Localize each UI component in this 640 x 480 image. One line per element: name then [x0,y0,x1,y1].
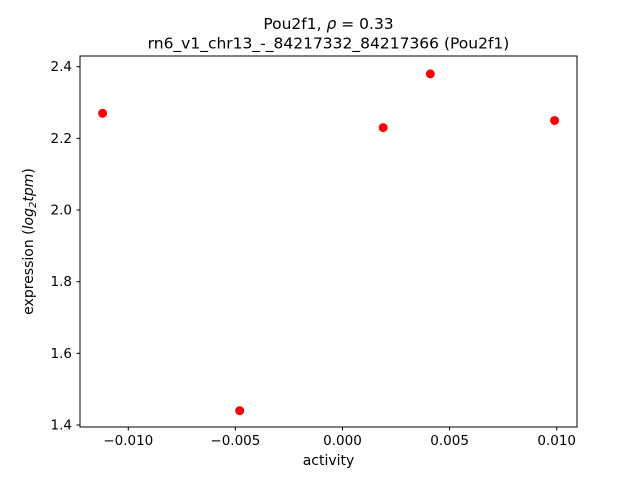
y-tick-label: 1.8 [51,274,72,290]
y-axis-label-log: log [21,208,37,229]
data-points [98,69,560,416]
axes-frame [79,55,578,428]
x-tick-label: −0.010 [103,433,153,449]
x-tick-label: 0.000 [323,433,362,449]
y-tick-label: 1.6 [51,346,72,362]
y-axis-label-suffix: ) [21,168,37,173]
y-tick-label: 2.2 [51,131,72,147]
data-point [378,123,388,133]
y-tick-label: 2.4 [51,59,72,75]
y-tick-label: 1.4 [51,417,72,433]
chart-title: Pou2f1, ρ = 0.33 [263,15,393,33]
data-point [235,406,245,416]
y-axis-label-unit: tpm [21,174,37,202]
x-axis-ticks: −0.010 −0.005 0.000 0.005 0.010 [103,427,576,449]
x-tick-label: 0.005 [430,433,469,449]
y-axis-label-prefix: expression ( [21,229,37,314]
chart-subtitle: rn6_v1_chr13_-_84217332_84217366 (Pou2f1… [148,35,510,54]
x-axis-label: activity [303,453,355,469]
y-tick-label: 2.0 [51,203,72,219]
x-tick-label: −0.005 [210,433,260,449]
y-axis-label: expression (log2tpm) [21,168,39,315]
data-point [98,108,108,118]
data-point [550,115,560,125]
plot-area [80,56,577,427]
chart-title-prefix: Pou2f1, [263,15,326,33]
y-axis-ticks: 1.4 1.6 1.8 2.0 2.2 2.4 [51,59,80,433]
data-point [425,69,435,79]
y-axis-label-sub: 2 [28,202,39,208]
x-tick-label: 0.010 [537,433,576,449]
chart-title-suffix: = 0.33 [336,15,393,33]
chart-title-rho: ρ [326,15,336,33]
